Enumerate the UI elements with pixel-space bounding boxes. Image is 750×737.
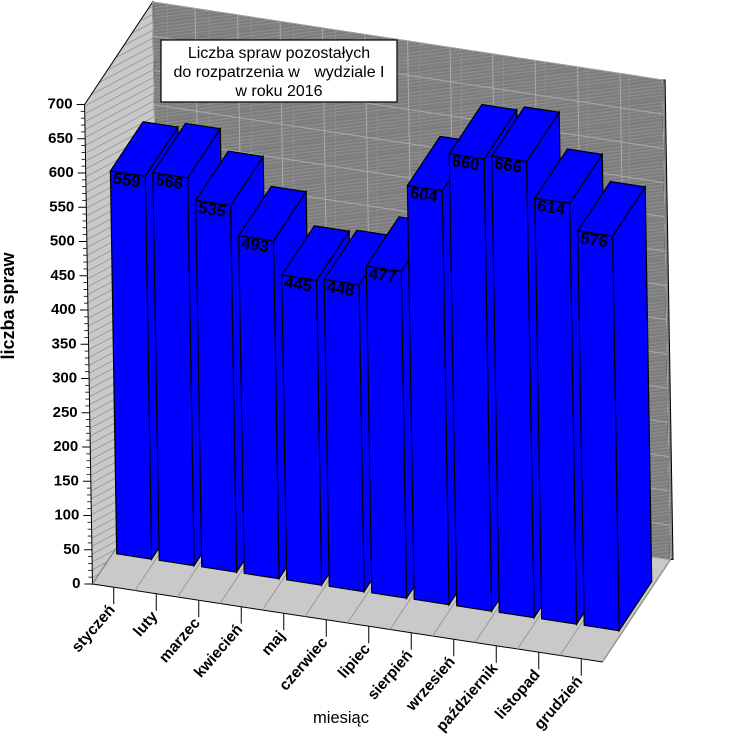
svg-text:Liczba spraw pozostałych: Liczba spraw pozostałych: [188, 45, 370, 62]
svg-text:miesiąc: miesiąc: [313, 709, 369, 727]
svg-text:lipiec: lipiec: [335, 640, 374, 681]
svg-text:sierpień: sierpień: [364, 647, 416, 703]
svg-text:0: 0: [72, 575, 80, 592]
svg-text:100: 100: [54, 507, 79, 524]
svg-text:luty: luty: [130, 608, 161, 640]
svg-text:500: 500: [50, 233, 75, 250]
svg-text:250: 250: [53, 404, 78, 421]
svg-text:liczba spraw: liczba spraw: [0, 251, 18, 359]
svg-text:maj: maj: [258, 628, 288, 659]
svg-text:150: 150: [54, 472, 79, 489]
svg-text:350: 350: [52, 335, 77, 352]
svg-text:listopad: listopad: [492, 667, 544, 723]
svg-text:marzec: marzec: [156, 614, 204, 666]
svg-text:400: 400: [51, 301, 76, 318]
svg-text:700: 700: [48, 96, 73, 113]
svg-text:600: 600: [49, 164, 74, 181]
svg-text:450: 450: [50, 267, 75, 284]
svg-text:do rozpatrzenia w wydziale I: do rozpatrzenia w wydziale I: [174, 64, 385, 81]
svg-text:50: 50: [63, 541, 80, 558]
svg-text:200: 200: [53, 438, 78, 455]
svg-text:styczeń: styczeń: [69, 602, 119, 656]
svg-text:650: 650: [48, 130, 73, 147]
svg-text:300: 300: [52, 370, 77, 387]
svg-text:w roku 2016: w roku 2016: [234, 83, 322, 100]
svg-text:550: 550: [49, 198, 74, 215]
